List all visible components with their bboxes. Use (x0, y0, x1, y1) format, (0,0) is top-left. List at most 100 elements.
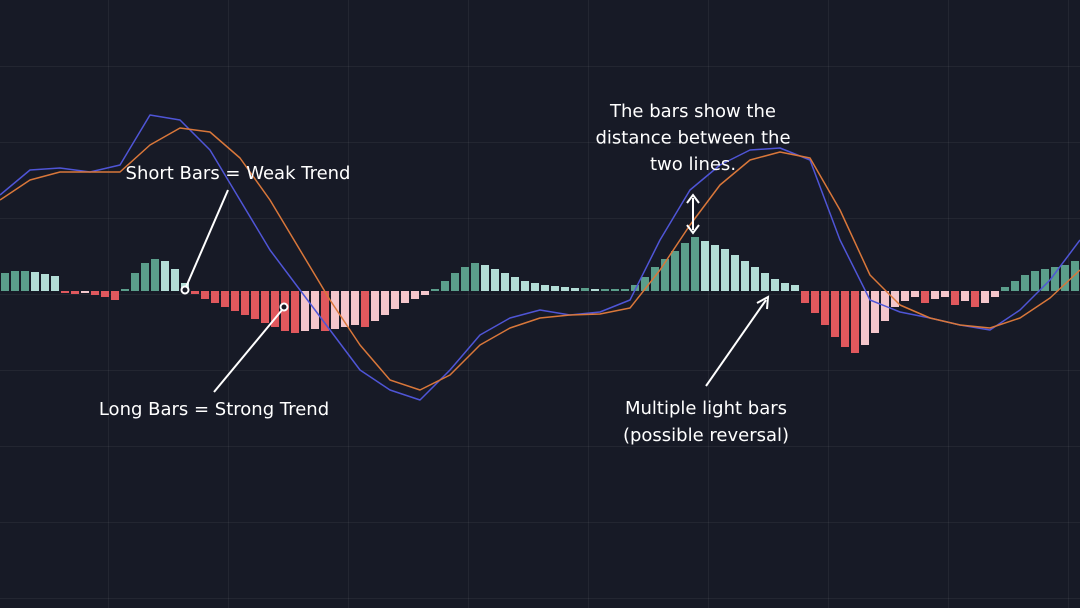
histogram-bar (141, 263, 149, 291)
histogram-bar (921, 291, 929, 303)
histogram (1, 237, 1079, 353)
histogram-bar (31, 272, 39, 291)
histogram-bar (781, 283, 789, 291)
histogram-bar (621, 289, 629, 291)
histogram-bar (481, 265, 489, 291)
histogram-bar (761, 273, 769, 291)
histogram-bar (591, 289, 599, 291)
histogram-bar (871, 291, 879, 333)
histogram-bar (111, 291, 119, 300)
histogram-bar (561, 287, 569, 291)
histogram-bar (411, 291, 419, 299)
histogram-bar (21, 271, 29, 291)
histogram-bar (161, 261, 169, 291)
annotations: Short Bars = Weak Trend Long Bars = Stron… (99, 101, 791, 446)
histogram-bar (301, 291, 309, 331)
histogram-bar (1071, 261, 1079, 291)
histogram-bar (1031, 271, 1039, 291)
histogram-bar (581, 288, 589, 291)
histogram-bar (341, 291, 349, 327)
histogram-bar (1041, 269, 1049, 291)
histogram-bar (1021, 275, 1029, 291)
annotation-pointer (705, 299, 767, 387)
histogram-bar (121, 289, 129, 291)
annotation-pointer (185, 189, 229, 288)
histogram-bar (831, 291, 839, 337)
annotation-text: Multiple light bars (625, 398, 787, 419)
histogram-bar (391, 291, 399, 309)
histogram-bar (731, 255, 739, 291)
histogram-bar (861, 291, 869, 345)
histogram-bar (351, 291, 359, 325)
histogram-bar (451, 273, 459, 291)
histogram-bar (521, 281, 529, 291)
histogram-bar (721, 249, 729, 291)
histogram-bar (361, 291, 369, 327)
annotation-text: The bars show the (609, 101, 776, 122)
histogram-bar (661, 259, 669, 291)
annotation-dot (279, 302, 289, 312)
annotation-pointer (213, 309, 283, 393)
histogram-bar (771, 279, 779, 291)
histogram-bar (271, 291, 279, 327)
histogram-bar (531, 283, 539, 291)
histogram-bar (971, 291, 979, 307)
histogram-bar (491, 269, 499, 291)
histogram-bar (291, 291, 299, 333)
histogram-bar (841, 291, 849, 347)
histogram-bar (1001, 287, 1009, 291)
histogram-bar (901, 291, 909, 301)
histogram-bar (951, 291, 959, 305)
histogram-bar (41, 274, 49, 291)
histogram-bar (1051, 267, 1059, 291)
histogram-bar (101, 291, 109, 297)
histogram-bar (1061, 265, 1069, 291)
histogram-bar (171, 269, 179, 291)
histogram-bar (991, 291, 999, 297)
histogram-bar (201, 291, 209, 299)
annotation-text: Long Bars = Strong Trend (99, 399, 329, 420)
histogram-bar (791, 285, 799, 291)
histogram-bar (601, 289, 609, 291)
histogram-bar (381, 291, 389, 315)
histogram-bar (91, 291, 99, 295)
histogram-bar (1011, 281, 1019, 291)
histogram-bar (751, 267, 759, 291)
histogram-bar (501, 273, 509, 291)
histogram-bar (701, 241, 709, 291)
histogram-bar (851, 291, 859, 353)
histogram-bar (51, 276, 59, 291)
histogram-bar (741, 261, 749, 291)
histogram-bar (191, 291, 199, 294)
annotation-text: (possible reversal) (623, 425, 789, 446)
histogram-bar (571, 288, 579, 291)
histogram-bar (321, 291, 329, 331)
histogram-bar (231, 291, 239, 311)
histogram-bar (431, 289, 439, 291)
histogram-bar (691, 237, 699, 291)
histogram-bar (421, 291, 429, 295)
histogram-bar (551, 286, 559, 291)
histogram-bar (131, 273, 139, 291)
annotation-arrowhead (756, 295, 770, 310)
histogram-bar (251, 291, 259, 319)
annotation-text: distance between the (595, 128, 790, 149)
histogram-bar (371, 291, 379, 321)
histogram-bar (261, 291, 269, 323)
histogram-bar (221, 291, 229, 307)
histogram-bar (641, 277, 649, 291)
histogram-bar (61, 291, 69, 293)
histogram-bar (981, 291, 989, 303)
lines (0, 114, 1080, 401)
histogram-bar (211, 291, 219, 303)
histogram-bar (461, 267, 469, 291)
histogram-bar (81, 291, 89, 293)
histogram-bar (1, 273, 9, 291)
histogram-bar (151, 259, 159, 291)
histogram-bar (331, 291, 339, 329)
histogram-bar (801, 291, 809, 303)
annotation-text: Short Bars = Weak Trend (126, 163, 351, 184)
indicator-line (0, 127, 1080, 391)
